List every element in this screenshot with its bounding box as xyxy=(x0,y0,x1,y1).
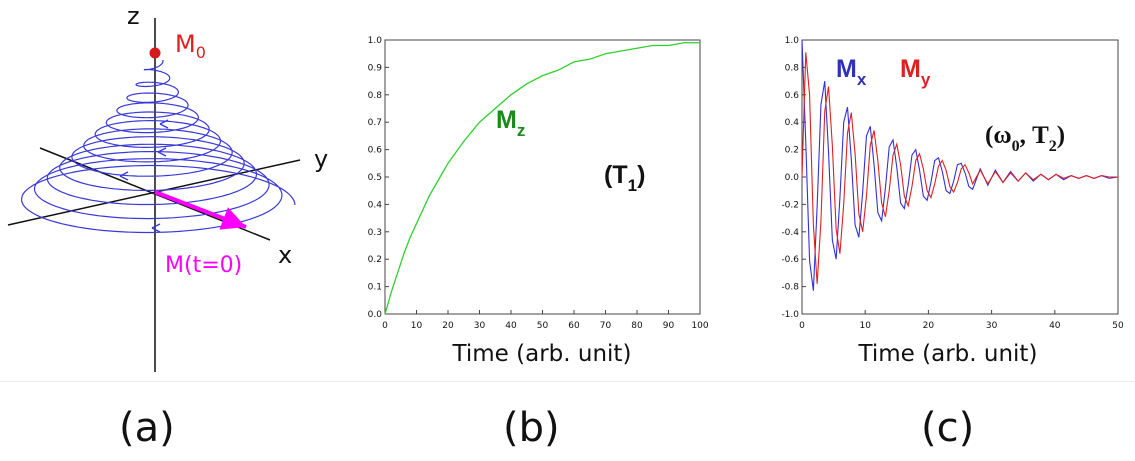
x-tick-label: 30 xyxy=(474,321,486,331)
x-axis-title: Time (arb. unit) xyxy=(858,341,1038,367)
y-tick-label: 0.3 xyxy=(368,228,382,238)
x-tick-label: 0 xyxy=(799,321,805,331)
y-tick-label: 0.6 xyxy=(368,146,383,156)
y-tick-label: -0.8 xyxy=(781,283,799,293)
y-tick-label: 0.9 xyxy=(368,63,383,73)
direction-arrow xyxy=(119,171,129,181)
plot-frame xyxy=(384,39,701,315)
y-tick-label: 0.8 xyxy=(785,63,800,73)
direction-arrow xyxy=(151,223,161,233)
caption-separator xyxy=(0,381,1135,382)
series-my-line xyxy=(801,52,1118,284)
y-tick-label: 1.0 xyxy=(368,36,383,46)
spiral-direction-arrows xyxy=(119,119,169,233)
x-tick-label: 40 xyxy=(505,321,517,331)
x-tick-label: 50 xyxy=(1112,321,1124,331)
caption-a: (a) xyxy=(119,405,175,451)
series-mx-line xyxy=(801,39,1119,291)
annotation-mz: Mz xyxy=(496,106,525,140)
x-tick-label: 10 xyxy=(411,321,423,331)
y-axis-label: y xyxy=(314,145,328,173)
annotation-t1: (T1) xyxy=(604,161,645,195)
caption-c: (c) xyxy=(921,405,975,451)
x-axis-title: Time (arb. unit) xyxy=(452,341,632,367)
m0-label: M0 xyxy=(175,30,206,62)
y-tick-label: 0.0 xyxy=(368,310,383,320)
annotation-w0-t2: (ω0, T2) xyxy=(985,122,1065,155)
y-tick-label: 0.5 xyxy=(368,173,382,183)
tick-group: 0 10 20 30 40 50 -1.0 -0.8 -0.6 -0.4 -0.2 0.0 0.2 0.4… xyxy=(781,36,1124,331)
x-tick-label: 80 xyxy=(631,321,643,331)
x-tick-label: 60 xyxy=(568,321,580,331)
annotation-mx: Mx xyxy=(836,55,867,89)
y-tick-label: 0.0 xyxy=(785,173,800,183)
y-tick-label: -0.4 xyxy=(781,228,799,238)
x-tick-label: 50 xyxy=(537,321,549,331)
precession-diagram: z y x M0 M(t=0) xyxy=(7,2,328,372)
mz-chart: 0 10 20 30 40 50 60 70 80 90 100 0.0 0.1 0.2 0.3 0.4 0.5… xyxy=(368,36,709,367)
y-tick-label: 0.2 xyxy=(368,255,382,265)
y-tick-label: -1.0 xyxy=(781,310,799,320)
x-tick-label: 10 xyxy=(859,321,871,331)
annotation-my: My xyxy=(900,55,931,89)
series-mz-line xyxy=(384,42,700,315)
y-tick-label: 1.0 xyxy=(785,36,800,46)
y-tick-label: 0.4 xyxy=(368,200,383,210)
caption-b: (b) xyxy=(503,405,560,451)
x-tick-label: 20 xyxy=(923,321,935,331)
y-tick-label: 0.4 xyxy=(785,118,800,128)
mxy-chart: 0 10 20 30 40 50 -1.0 -0.8 -0.6 -0.4 -0.2 0.0 0.2 0.4… xyxy=(781,36,1124,367)
y-tick-label: 0.8 xyxy=(368,91,383,101)
x-tick-label: 0 xyxy=(382,321,388,331)
x-tick-label: 70 xyxy=(600,321,612,331)
y-tick-label: -0.6 xyxy=(781,255,799,265)
y-tick-label: -0.2 xyxy=(781,200,799,210)
y-tick-label: 0.1 xyxy=(368,283,382,293)
spiral-path xyxy=(20,60,296,234)
y-axis xyxy=(7,159,301,226)
m0-point xyxy=(149,47,161,59)
x-tick-label: 90 xyxy=(663,321,675,331)
z-axis-label: z xyxy=(127,2,140,30)
m-t0-label: M(t=0) xyxy=(165,253,242,278)
y-tick-label: 0.7 xyxy=(368,118,382,128)
y-tick-label: 0.2 xyxy=(785,146,799,156)
y-tick-label: 0.6 xyxy=(785,91,800,101)
x-tick-label: 20 xyxy=(442,321,454,331)
precession-spiral xyxy=(20,60,296,234)
tick-group: 0 10 20 30 40 50 60 70 80 90 100 0.0 0.1 0.2 0.3 0.4 0.5… xyxy=(368,36,709,331)
x-axis-label: x xyxy=(278,241,292,269)
x-tick-label: 40 xyxy=(1049,321,1061,331)
x-tick-label: 30 xyxy=(986,321,998,331)
direction-arrow xyxy=(159,119,169,129)
direction-arrow xyxy=(157,147,167,157)
magnetization-vector xyxy=(154,190,247,230)
x-tick-label: 100 xyxy=(691,321,708,331)
